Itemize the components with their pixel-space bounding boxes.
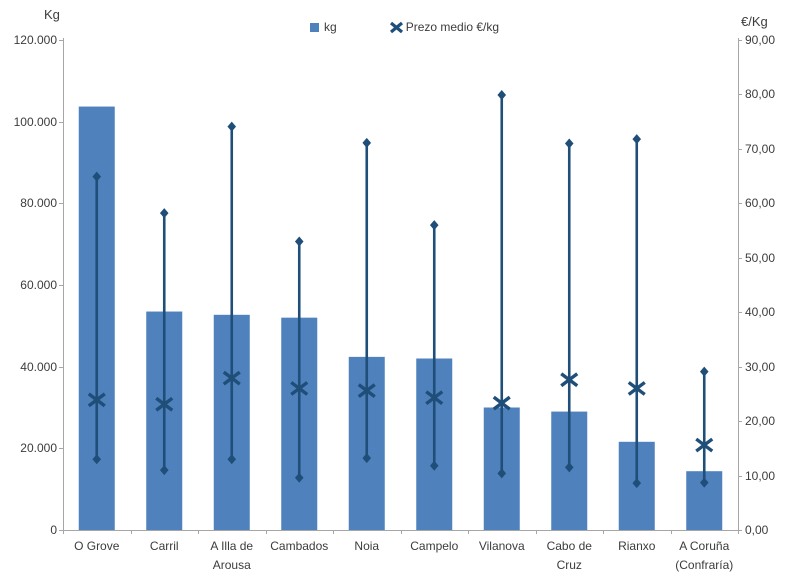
x-marker-8 [627, 381, 646, 396]
right-axis-title: €/Kg [741, 14, 768, 29]
x-axis-category-label: Cabo de Cruz [546, 539, 592, 572]
x-marker-3 [290, 381, 309, 396]
range-diamond [564, 462, 574, 473]
right-axis-tick-label: 90,00 [745, 33, 776, 47]
range-diamond [632, 134, 642, 145]
right-axis-tick-label: 60,00 [745, 196, 776, 210]
legend-label-prezo-medio: Prezo medio €/kg [405, 20, 500, 34]
left-axis-tick-label: 60.000 [20, 278, 57, 292]
left-axis-tick-label: 100.000 [13, 115, 57, 129]
range-diamond [429, 220, 439, 231]
range-diamond [699, 366, 709, 377]
range-diamond [92, 454, 102, 465]
x-axis-category-label: A Coruña (Confraría) [675, 539, 734, 572]
right-axis-tick-label: 10,00 [745, 469, 776, 483]
range-diamond [497, 89, 507, 100]
left-axis-tick-label: 80.000 [20, 196, 57, 210]
range-diamond [429, 460, 439, 471]
left-axis-tick-label: 20.000 [20, 441, 57, 455]
left-axis-title: Kg [44, 7, 60, 22]
x-axis-category-label: Noia [354, 539, 380, 553]
left-axis-tick-label: 0 [50, 523, 57, 537]
x-axis-category-label: Cambados [270, 539, 329, 553]
x-axis-category-label: A Illa de Arousa [210, 539, 254, 572]
x-marker-7 [560, 372, 579, 388]
x-marker-2 [222, 370, 241, 386]
range-diamond [362, 137, 372, 148]
legend-item-kg: kg [310, 20, 337, 34]
x-marker-9 [695, 437, 714, 453]
legend-item-prezo-medio: Prezo medio €/kg [389, 20, 499, 34]
range-diamond [227, 454, 237, 465]
right-axis-tick-label: 50,00 [745, 251, 776, 265]
range-diamond [92, 171, 102, 182]
right-axis-tick-label: 30,00 [745, 360, 776, 374]
range-diamond [632, 478, 642, 489]
x-marker-1 [155, 396, 174, 412]
x-marker-0 [87, 392, 106, 408]
x-marker-4 [357, 383, 376, 398]
left-axis-tick-label: 120.000 [13, 33, 57, 47]
x-axis-category-label: Carril [149, 539, 179, 553]
right-axis-tick-label: 80,00 [745, 87, 776, 101]
right-axis-tick-label: 40,00 [745, 305, 776, 319]
x-marker-6 [492, 395, 511, 411]
range-diamond [564, 138, 574, 149]
legend-label-kg: kg [324, 20, 337, 34]
legend: kg Prezo medio €/kg [310, 20, 499, 34]
x-marker-5 [425, 390, 444, 406]
range-diamond [227, 121, 237, 132]
range-diamond [699, 477, 709, 488]
range-diamond [159, 465, 169, 476]
right-axis-tick-label: 70,00 [745, 142, 776, 156]
range-diamond [159, 208, 169, 219]
x-axis-category-label: Vilanova [478, 539, 525, 553]
bar-series-swatch-icon [310, 22, 319, 32]
range-diamond [497, 468, 507, 479]
x-axis-category-label: O Grove [74, 539, 120, 553]
right-axis-tick-label: 20,00 [745, 414, 776, 428]
range-diamond [294, 236, 304, 247]
left-axis-tick-label: 40.000 [20, 360, 57, 374]
range-diamond [294, 472, 304, 483]
x-axis-category-label: Campelo [410, 539, 459, 553]
x-axis-category-label: Rianxo [618, 539, 656, 553]
range-diamond [362, 453, 372, 464]
right-axis-tick-label: 0,00 [745, 523, 769, 537]
x-marker-icon [389, 21, 403, 33]
